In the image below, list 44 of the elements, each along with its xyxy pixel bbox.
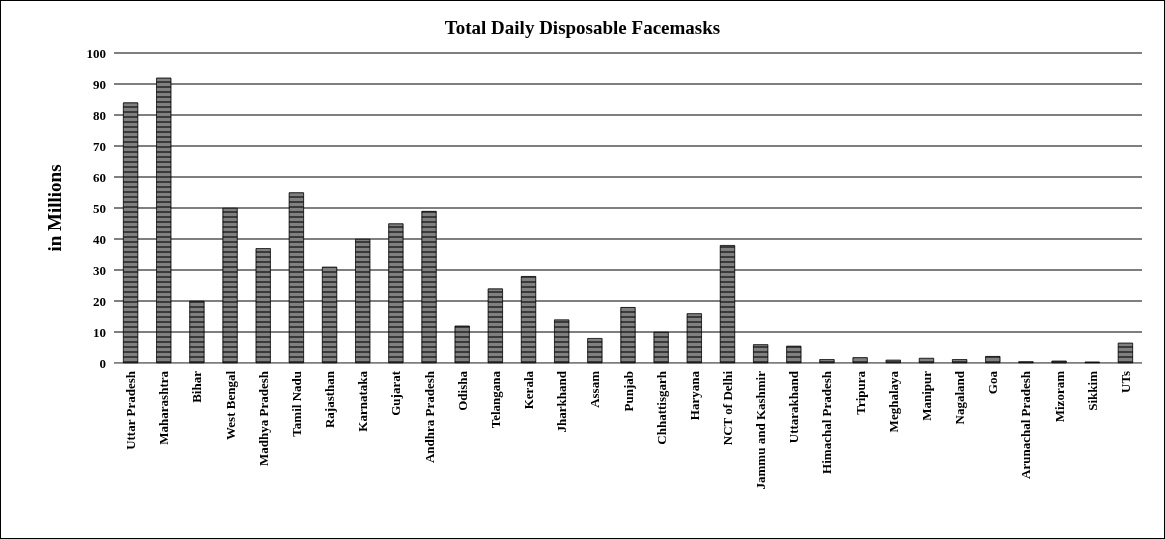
x-tick-label: Manipur <box>918 370 934 421</box>
y-tick-label: 90 <box>93 76 106 92</box>
y-tick-label: 30 <box>93 262 106 278</box>
x-tick-label: Odisha <box>454 370 470 411</box>
y-tick-label: 60 <box>93 169 106 185</box>
x-tick-label: NCT of Delhi <box>719 370 735 446</box>
x-tick-label: Tamil Nadu <box>288 371 304 437</box>
chart-title: Total Daily Disposable Facemasks <box>444 17 721 38</box>
x-tick-label: Uttarakhand <box>786 370 802 444</box>
y-axis-title: in Millions <box>44 164 65 252</box>
x-tick-label: Gujarat <box>388 370 404 416</box>
x-tick-label: Karnataka <box>355 370 371 432</box>
x-tick-label: Rajasthan <box>322 370 338 429</box>
x-tick-label: Tripura <box>852 370 868 415</box>
x-tick-label: Assam <box>587 370 603 408</box>
y-tick-label: 10 <box>93 324 106 340</box>
y-tick-label: 70 <box>93 138 106 154</box>
x-tick-label: Madhya Pradesh <box>255 370 271 466</box>
x-tick-label: Telangana <box>487 370 503 429</box>
x-tick-label: West Bengal <box>222 370 238 440</box>
x-tick-label: Nagaland <box>952 370 968 425</box>
x-tick-label: Jharkhand <box>554 370 570 433</box>
x-tick-label: Kerala <box>521 370 537 410</box>
x-tick-label: Arunachal Pradesh <box>1018 370 1034 479</box>
x-tick-label: Punjab <box>620 371 636 412</box>
y-tick-label: 80 <box>93 107 106 123</box>
x-tick-label: Bihar <box>189 370 205 403</box>
x-tick-label: Sikkim <box>1084 370 1100 411</box>
x-tick-label: Mizoram <box>1051 370 1067 423</box>
y-tick-label: 0 <box>99 355 106 371</box>
y-tick-label: 20 <box>93 293 106 309</box>
x-tick-label: Haryana <box>686 370 702 421</box>
y-tick-label: 50 <box>93 200 106 216</box>
x-tick-label: Goa <box>985 370 1001 395</box>
x-tick-label: Maharashtra <box>156 370 172 445</box>
x-tick-label: Chhattisgarh <box>653 370 669 445</box>
x-tick-label: Meghalaya <box>885 370 901 433</box>
x-tick-label: Andhra Pradesh <box>421 370 437 464</box>
x-tick-label: Jammu and Kashmir <box>753 370 769 490</box>
y-tick-label: 100 <box>86 45 106 61</box>
y-tick-label: 40 <box>93 231 106 247</box>
x-tick-label: Himachal Pradesh <box>819 370 835 474</box>
x-tick-label: UTs <box>1117 371 1133 393</box>
x-tick-label: Uttar Pradesh <box>123 370 139 450</box>
